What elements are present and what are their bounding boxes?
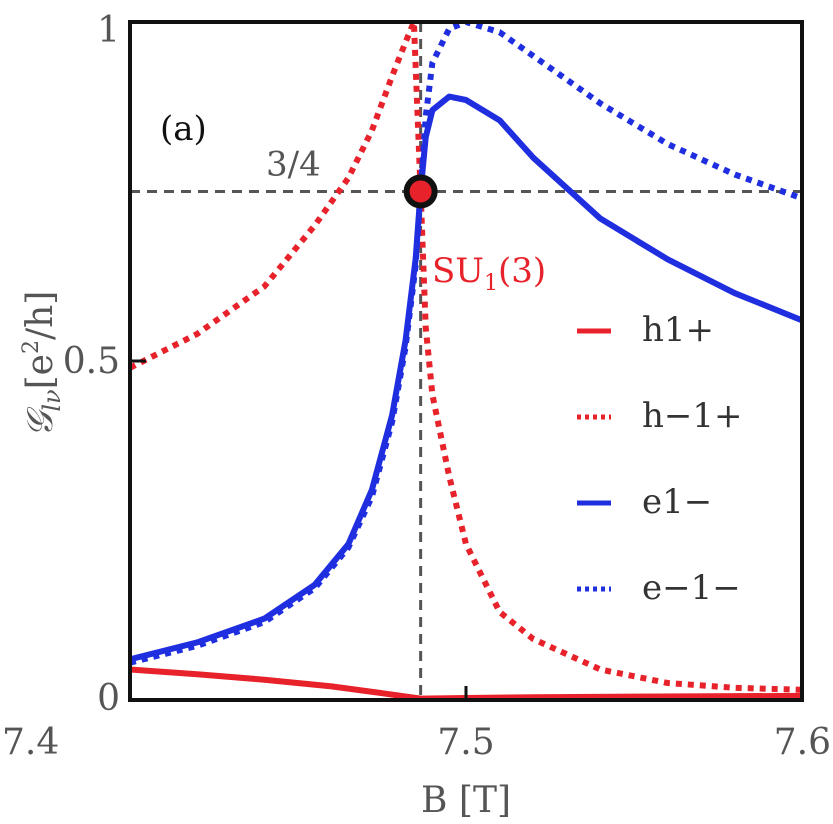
su3-marker-label: SU1(3) [432, 251, 546, 296]
legend-label: h−1+ [642, 396, 743, 436]
x-tick-label: 7.6 [774, 722, 831, 763]
legend-label: e−1− [642, 568, 741, 608]
legend-label: h1+ [642, 310, 714, 350]
y-tick-label: 0.5 [63, 341, 120, 382]
series-line-1 [130, 666, 802, 700]
panel-label: (a) [160, 109, 207, 149]
y-tick-label: 0 [97, 678, 120, 719]
series-line-2 [130, 22, 802, 693]
reference-label-three-quarters: 3/4 [266, 145, 321, 185]
series-line-4 [130, 22, 802, 666]
axis-ticks: 7.4 7.5 7.6 0 0.5 1 [2, 10, 831, 763]
x-tick-label: 7.5 [437, 722, 494, 763]
x-tick-label: 7.4 [2, 722, 59, 763]
su3-marker-point [403, 174, 438, 209]
y-axis-label: 𝒢lν[e2/h] [19, 291, 66, 438]
legend: h1+ h−1+ e1− e−1− [577, 310, 743, 608]
x-axis-label: B [T] [421, 780, 511, 821]
y-tick-label: 1 [97, 10, 120, 51]
annotations: (a) SU1(3) [160, 109, 546, 296]
series-line-3 [130, 93, 802, 663]
reference-lines: 3/4 [130, 22, 802, 700]
legend-label: e1− [642, 482, 712, 522]
series-layer [130, 22, 802, 700]
